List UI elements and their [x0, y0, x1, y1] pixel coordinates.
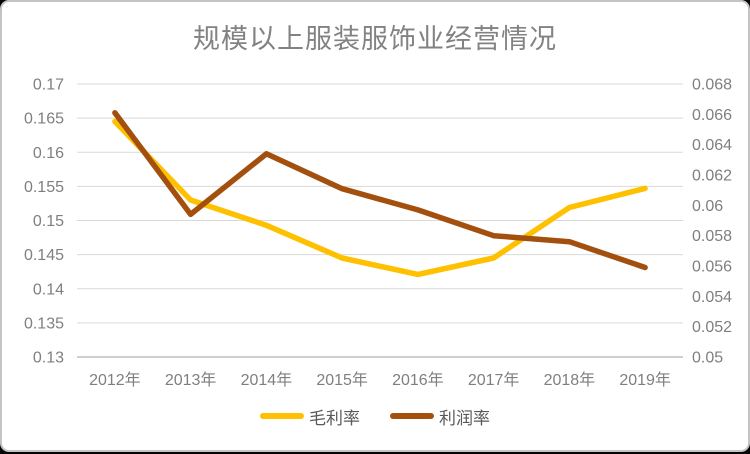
right-axis-tick-label: 0.058 — [692, 228, 732, 245]
left-axis-tick-label: 0.16 — [33, 145, 64, 162]
right-axis-tick-label: 0.052 — [692, 319, 732, 336]
legend-line-swatch — [260, 413, 304, 419]
x-axis-category-label: 2016年 — [392, 371, 444, 389]
x-axis-category-label: 2012年 — [89, 371, 141, 389]
legend-label: 毛利率 — [309, 408, 360, 428]
right-axis-tick-label: 0.068 — [692, 77, 732, 94]
series-line-利润率 — [112, 110, 648, 271]
right-axis-tick-label: 0.05 — [692, 350, 723, 367]
right-axis-tick-label: 0.062 — [692, 168, 732, 185]
right-axis-tick-label: 0.064 — [692, 137, 732, 154]
x-axis-category-label: 2014年 — [241, 371, 293, 389]
x-axis-category-label: 2019年 — [619, 371, 671, 389]
legend-label: 利润率 — [439, 408, 490, 428]
left-axis-tick-label: 0.165 — [24, 111, 64, 128]
left-axis-tick-label: 0.13 — [33, 350, 64, 367]
left-axis-tick-label: 0.14 — [33, 281, 64, 298]
legend-line-swatch — [390, 413, 434, 419]
right-axis-tick-label: 0.066 — [692, 107, 732, 124]
right-axis-tick-label: 0.054 — [692, 289, 732, 306]
x-axis-category-label: 2015年 — [316, 371, 368, 389]
legend-item: 毛利率 — [260, 404, 360, 429]
chart-title: 规模以上服装服饰业经营情况 — [193, 24, 557, 54]
legend-item: 利润率 — [390, 404, 490, 429]
x-axis-category-label: 2013年 — [165, 371, 217, 389]
left-axis-tick-label: 0.135 — [24, 315, 64, 332]
left-axis-tick-label: 0.145 — [24, 247, 64, 264]
left-axis-tick-label: 0.15 — [33, 213, 64, 230]
x-axis-category-label: 2018年 — [544, 371, 596, 389]
x-axis-category-label: 2017年 — [468, 371, 520, 389]
left-axis-tick-label: 0.155 — [24, 179, 64, 196]
right-axis-tick-label: 0.06 — [692, 198, 723, 215]
right-axis-tick-label: 0.056 — [692, 259, 732, 276]
left-axis-tick-label: 0.17 — [33, 77, 64, 94]
chart-legend: 毛利率 利润率 — [2, 403, 748, 429]
